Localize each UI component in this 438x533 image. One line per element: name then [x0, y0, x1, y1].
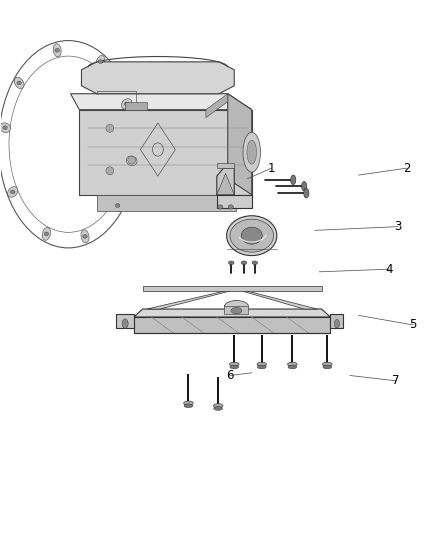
Polygon shape: [134, 317, 330, 333]
Ellipse shape: [304, 188, 309, 198]
Text: 5: 5: [410, 319, 417, 332]
Ellipse shape: [288, 365, 297, 369]
Ellipse shape: [130, 159, 134, 163]
Polygon shape: [330, 314, 343, 328]
Ellipse shape: [230, 365, 239, 369]
Polygon shape: [217, 168, 234, 195]
Ellipse shape: [224, 301, 248, 312]
Ellipse shape: [228, 205, 233, 209]
Ellipse shape: [184, 404, 193, 408]
Ellipse shape: [121, 99, 132, 109]
Ellipse shape: [214, 407, 223, 410]
Ellipse shape: [106, 124, 114, 132]
Ellipse shape: [230, 219, 274, 252]
Polygon shape: [147, 289, 239, 309]
Ellipse shape: [218, 205, 223, 209]
Polygon shape: [217, 163, 234, 168]
Ellipse shape: [53, 44, 61, 57]
Polygon shape: [224, 306, 248, 314]
Ellipse shape: [14, 77, 24, 88]
Ellipse shape: [228, 261, 234, 265]
Ellipse shape: [231, 308, 242, 314]
Ellipse shape: [96, 55, 105, 68]
Ellipse shape: [42, 228, 50, 240]
Text: 4: 4: [385, 263, 393, 276]
Polygon shape: [79, 110, 252, 195]
Ellipse shape: [116, 204, 120, 207]
Ellipse shape: [243, 132, 261, 172]
Ellipse shape: [258, 365, 266, 369]
Ellipse shape: [83, 235, 87, 238]
Ellipse shape: [301, 181, 307, 191]
Ellipse shape: [3, 126, 7, 130]
Polygon shape: [125, 102, 147, 110]
Ellipse shape: [106, 167, 114, 175]
Polygon shape: [71, 94, 252, 110]
Ellipse shape: [98, 60, 102, 63]
Polygon shape: [228, 94, 252, 195]
Text: 2: 2: [403, 161, 410, 175]
Text: 1: 1: [268, 161, 275, 175]
Ellipse shape: [184, 401, 193, 405]
Ellipse shape: [241, 227, 262, 244]
Ellipse shape: [126, 156, 137, 166]
Ellipse shape: [290, 175, 296, 184]
Text: 3: 3: [394, 220, 402, 233]
Ellipse shape: [128, 156, 136, 164]
Ellipse shape: [288, 362, 297, 367]
Ellipse shape: [323, 365, 332, 369]
Polygon shape: [117, 314, 134, 328]
Ellipse shape: [11, 190, 15, 194]
Polygon shape: [206, 94, 228, 118]
Polygon shape: [81, 62, 234, 94]
Ellipse shape: [334, 319, 339, 328]
Ellipse shape: [55, 49, 60, 52]
Ellipse shape: [230, 362, 239, 367]
Polygon shape: [97, 195, 237, 211]
Ellipse shape: [252, 261, 258, 265]
Ellipse shape: [226, 216, 277, 256]
Ellipse shape: [322, 362, 332, 367]
Ellipse shape: [122, 319, 128, 328]
Ellipse shape: [44, 232, 49, 236]
Ellipse shape: [17, 81, 21, 85]
Polygon shape: [217, 173, 234, 195]
Ellipse shape: [257, 362, 267, 367]
Ellipse shape: [247, 140, 257, 164]
Ellipse shape: [113, 200, 123, 211]
Text: 6: 6: [226, 369, 233, 382]
Polygon shape: [217, 195, 252, 208]
Ellipse shape: [81, 230, 89, 243]
Polygon shape: [143, 286, 321, 292]
Polygon shape: [234, 289, 317, 309]
Ellipse shape: [213, 403, 223, 408]
Ellipse shape: [124, 102, 129, 106]
Text: 7: 7: [392, 374, 399, 387]
Ellipse shape: [241, 261, 247, 265]
Polygon shape: [134, 309, 330, 317]
Ellipse shape: [7, 187, 18, 197]
Ellipse shape: [0, 123, 11, 133]
